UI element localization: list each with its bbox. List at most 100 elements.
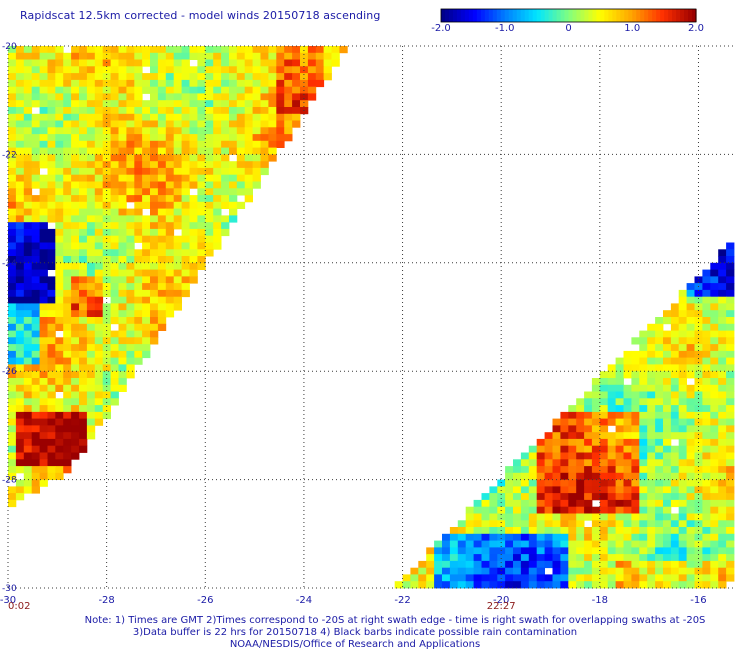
data-cell xyxy=(244,93,253,101)
data-cell xyxy=(726,269,735,277)
data-cell xyxy=(244,161,253,169)
data-cell xyxy=(213,66,222,74)
data-cell xyxy=(55,107,64,115)
data-cell xyxy=(126,310,135,318)
data-cell xyxy=(639,418,648,426)
data-cell xyxy=(615,506,624,514)
data-cell xyxy=(39,154,48,162)
data-cell xyxy=(71,161,80,169)
data-cell xyxy=(236,73,246,81)
data-cell xyxy=(726,567,735,575)
data-cell xyxy=(94,378,104,386)
data-cell xyxy=(71,303,80,311)
data-cell xyxy=(31,269,40,277)
data-cell xyxy=(678,303,687,311)
data-cell xyxy=(702,296,711,304)
data-cell xyxy=(142,283,151,291)
x-tick-label: -30 xyxy=(0,595,16,606)
data-cell xyxy=(434,554,443,562)
data-cell xyxy=(686,418,695,426)
data-cell xyxy=(47,174,56,182)
data-cell xyxy=(560,418,569,426)
data-cell xyxy=(702,391,711,399)
data-cell xyxy=(110,330,119,338)
data-cell xyxy=(236,147,246,155)
data-cell xyxy=(694,391,703,399)
data-cell xyxy=(457,527,467,535)
data-cell xyxy=(221,73,230,81)
data-cell xyxy=(165,127,175,135)
data-cell xyxy=(568,405,577,413)
data-cell xyxy=(142,201,151,209)
data-cell xyxy=(702,493,711,501)
data-cell xyxy=(528,479,538,487)
data-cell xyxy=(126,181,135,189)
data-cell xyxy=(142,289,151,298)
data-cell xyxy=(150,167,159,176)
data-cell xyxy=(142,330,151,338)
data-cell xyxy=(710,547,719,555)
data-cell xyxy=(118,317,127,325)
data-cell xyxy=(173,303,182,311)
data-cell xyxy=(505,547,514,555)
data-cell xyxy=(134,289,143,298)
data-cell xyxy=(599,398,609,406)
data-cell xyxy=(31,59,40,67)
data-cell xyxy=(55,289,64,298)
data-cell xyxy=(418,581,427,589)
data-cell xyxy=(39,201,48,209)
data-cell xyxy=(544,466,553,474)
data-cell xyxy=(15,79,25,88)
data-cell xyxy=(599,493,609,501)
data-cell xyxy=(639,506,648,514)
data-cell xyxy=(39,140,48,148)
data-cell xyxy=(631,364,640,372)
data-cell xyxy=(686,472,695,480)
data-cell xyxy=(505,493,514,501)
data-cell xyxy=(260,134,269,142)
x-tick-label: -26 xyxy=(197,595,213,606)
data-cell xyxy=(670,513,680,521)
data-cell xyxy=(623,499,632,508)
data-cell xyxy=(173,66,182,74)
data-cell xyxy=(655,479,664,487)
data-cell xyxy=(197,79,206,88)
data-cell xyxy=(79,201,88,209)
data-cell xyxy=(655,317,664,325)
data-cell xyxy=(63,188,72,196)
data-cell xyxy=(702,317,711,325)
data-cell xyxy=(157,113,167,121)
data-cell xyxy=(118,357,127,365)
data-cell xyxy=(205,167,214,176)
data-cell xyxy=(252,181,261,189)
data-cell xyxy=(205,86,214,94)
data-cell xyxy=(31,405,40,413)
data-cell xyxy=(15,154,25,162)
data-cell xyxy=(678,344,687,352)
data-cell xyxy=(528,452,538,460)
data-cell xyxy=(663,371,672,379)
data-cell xyxy=(560,520,569,528)
data-cell xyxy=(252,147,261,155)
data-cell xyxy=(94,398,104,406)
data-cell xyxy=(47,262,56,270)
data-cell xyxy=(513,540,522,548)
data-cell xyxy=(213,222,222,230)
data-cell xyxy=(197,66,206,74)
data-cell xyxy=(647,405,656,413)
data-cell xyxy=(15,140,25,148)
data-cell xyxy=(71,317,80,325)
data-cell xyxy=(710,276,719,284)
data-cell xyxy=(8,181,17,189)
data-cell xyxy=(647,547,656,555)
data-cell xyxy=(110,384,119,392)
data-cell xyxy=(560,479,569,487)
data-cell xyxy=(552,540,561,548)
data-cell xyxy=(221,66,230,74)
data-cell xyxy=(615,513,624,521)
data-cell xyxy=(584,472,593,480)
data-cell xyxy=(505,560,514,569)
data-cell xyxy=(536,581,545,589)
data-cell xyxy=(150,337,159,345)
data-cell xyxy=(686,567,695,575)
